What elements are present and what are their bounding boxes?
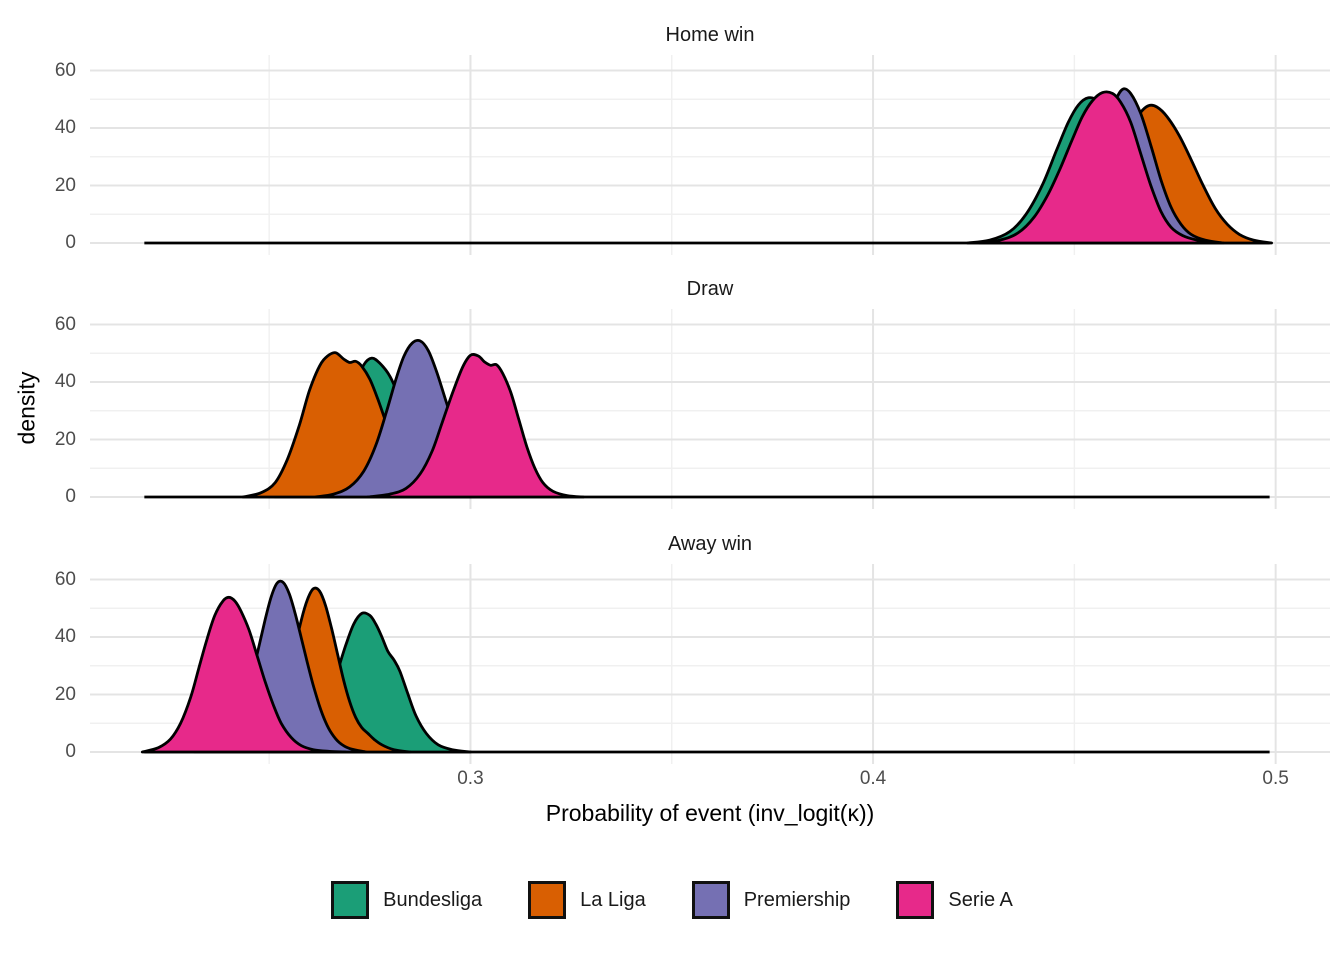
legend-label: La Liga bbox=[580, 888, 646, 911]
facet-title-home-win: Home win bbox=[665, 24, 755, 46]
x-tick-label: 0.5 bbox=[1262, 768, 1289, 789]
y-tick-label: 60 bbox=[54, 568, 76, 590]
facet-title-draw: Draw bbox=[686, 278, 734, 300]
y-tick-label: 40 bbox=[54, 626, 76, 647]
x-tick-label: 0.3 bbox=[457, 768, 484, 789]
legend-item-bundesliga: Bundesliga bbox=[331, 881, 482, 919]
legend-label: Bundesliga bbox=[383, 888, 483, 911]
legend: Bundesliga La Liga Premiership Serie A bbox=[0, 876, 1344, 924]
y-tick-label: 60 bbox=[54, 313, 76, 335]
legend-swatch-icon bbox=[528, 881, 567, 919]
facet-panel-home-win bbox=[90, 55, 1330, 255]
y-tick-label: 20 bbox=[54, 428, 76, 450]
y-tick-label: 20 bbox=[54, 174, 76, 196]
y-tick-label: 40 bbox=[54, 371, 76, 392]
legend-swatch-icon bbox=[331, 881, 370, 919]
density-curve-serie-a bbox=[366, 352, 585, 499]
y-tick-label: 0 bbox=[65, 486, 76, 507]
y-tick-label: 0 bbox=[65, 232, 76, 253]
x-tick-label: 0.4 bbox=[859, 768, 887, 789]
facet-panel-away-win bbox=[90, 564, 1330, 764]
y-tick-label: 60 bbox=[54, 59, 76, 81]
legend-item-premiership: Premiership bbox=[691, 881, 851, 919]
y-tick-label: 0 bbox=[65, 741, 76, 762]
density-curve-serie-a bbox=[140, 595, 347, 754]
legend-swatch-icon bbox=[691, 881, 730, 919]
legend-label: Premiership bbox=[743, 888, 851, 911]
legend-item-serie-a: Serie A bbox=[896, 881, 1013, 919]
y-tick-label: 20 bbox=[54, 683, 76, 705]
facet-title-away-win: Away win bbox=[667, 533, 753, 555]
y-tick-label: 40 bbox=[54, 117, 76, 138]
legend-swatch-icon bbox=[896, 881, 935, 919]
legend-item-la-liga: La Liga bbox=[528, 881, 646, 919]
density-curve-serie-a bbox=[978, 90, 1217, 245]
facet-panel-draw bbox=[90, 309, 1330, 509]
legend-label: Serie A bbox=[948, 888, 1013, 911]
x-axis-title: Probability of event (inv_logit(κ)) bbox=[545, 800, 875, 826]
